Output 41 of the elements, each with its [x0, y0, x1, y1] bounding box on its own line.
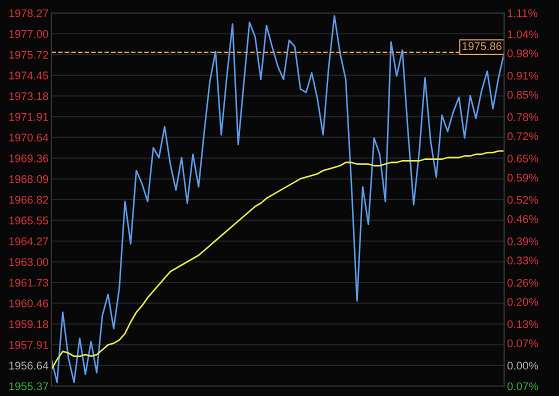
y-tick-label: 1970.64 [9, 134, 48, 142]
y2-tick-label: 0.26% [507, 278, 538, 287]
y2-tick-label: 0.91% [507, 72, 538, 80]
y2-tick-label: 0.13% [507, 320, 538, 328]
y-tick-label: 1969.36 [9, 154, 48, 162]
y-tick-label: 1956.64 [9, 362, 48, 370]
y2-tick-label: 0.39% [507, 237, 538, 246]
y2-tick-label: 0.65% [507, 154, 538, 162]
y-tick-label: 1964.27 [9, 237, 48, 246]
y2-tick-label: 0.52% [507, 196, 538, 204]
y2-tick-label: 0.33% [507, 256, 538, 264]
y-tick-label: 1963.00 [9, 258, 48, 266]
y2-tick-label: 0.98% [507, 49, 538, 58]
y-tick-label: 1959.18 [9, 320, 48, 328]
line-series [51, 150, 504, 370]
y-tick-label: 1957.91 [9, 340, 48, 349]
y-tick-label: 1955.37 [9, 382, 48, 390]
y2-tick-label: 0.00% [507, 362, 538, 370]
y2-tick-label: 1.04% [508, 30, 538, 38]
y2-tick-label: 0.20% [507, 298, 538, 306]
y2-tick-label: 0.78% [507, 113, 538, 122]
y-tick-label: 1977.00 [9, 30, 48, 38]
y-tick-label: 1965.55 [9, 216, 48, 224]
y2-tick-label: 1.11% [508, 9, 538, 18]
y2-tick-label: 0.46% [507, 215, 538, 223]
y2-tick-label: 0.07% [507, 339, 538, 348]
y-tick-label: 1973.18 [9, 92, 48, 100]
y-tick-label: 1978.27 [9, 9, 48, 18]
y-tick-label: 1960.46 [9, 299, 48, 308]
y2-tick-label: 0.85% [507, 90, 538, 99]
y-tick-label: 1961.73 [9, 278, 48, 287]
y-tick-label: 1974.45 [9, 72, 48, 80]
y-tick-label: 1966.82 [9, 196, 48, 204]
y2-tick-label: 0.59% [507, 174, 538, 182]
y-tick-label: 1971.91 [9, 112, 48, 121]
y2-tick-label: 0.07% [507, 382, 538, 390]
y-tick-label: 1975.72 [9, 50, 48, 59]
y2-tick-label: 0.72% [507, 132, 538, 140]
line-series [51, 15, 504, 384]
ref-line-label: 1975.86 [462, 42, 502, 50]
y-tick-label: 1968.09 [9, 175, 48, 184]
